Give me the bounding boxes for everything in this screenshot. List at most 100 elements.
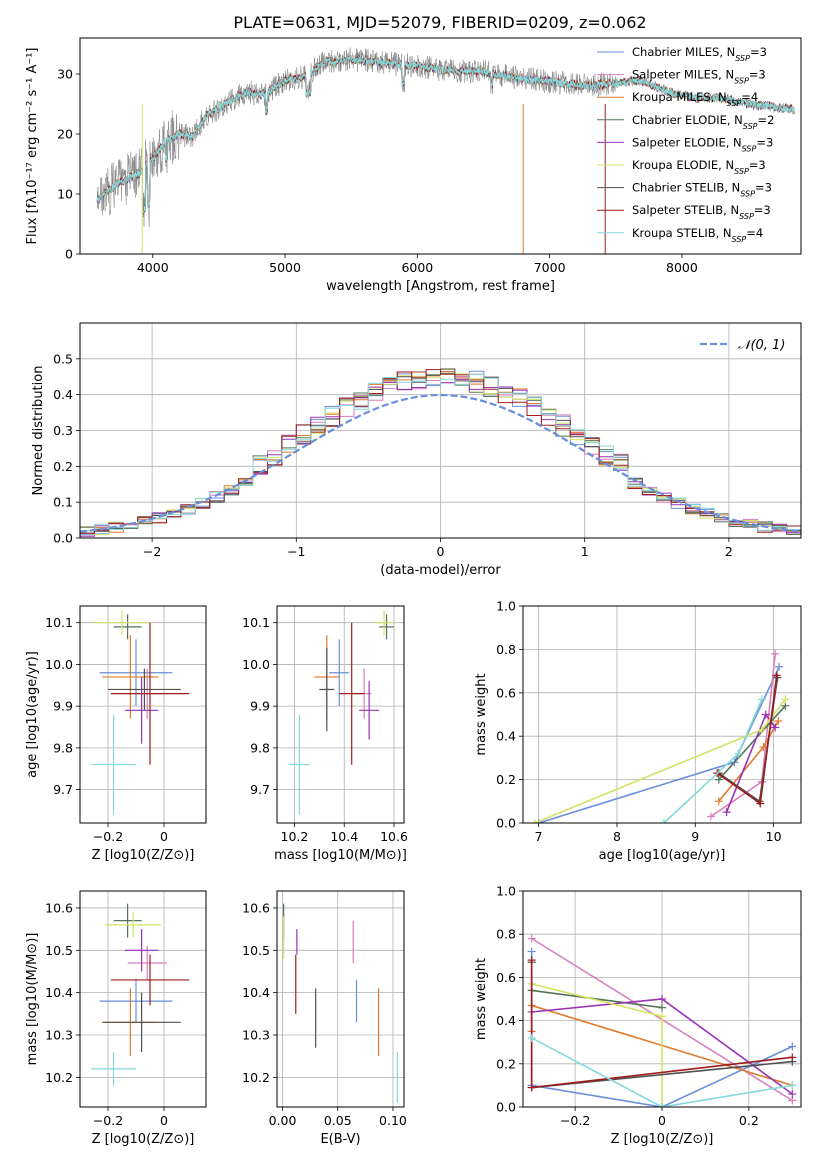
y-tick-label: 20 [57,127,73,142]
x-axis-label: Z [log10(Z/Z⊙)] [92,1132,195,1147]
y-tick-label: 0 [65,247,73,262]
x-tick-label: 8 [613,829,621,844]
y-tick-label: 10.3 [45,1028,73,1043]
axes-frame [79,605,207,824]
weight-marker [788,1053,797,1062]
y-tick-label: 0.8 [496,642,516,657]
y-tick-label: 0.4 [53,387,73,402]
y-tick-label: 10.1 [242,615,270,630]
x-tick-label: 0.2 [739,1113,759,1128]
x-tick-label: 8000 [666,260,698,275]
y-tick-label: 10.0 [45,657,73,672]
legend-entry: Kroupa MILES, NSSP=4 [632,90,758,108]
y-tick-label: 10.4 [45,985,73,1000]
y-tick-label: 0.4 [496,1013,516,1028]
y-axis-label: age [log10(age/yr)] [25,651,40,778]
weight-marker [772,671,781,680]
weight-marker [722,808,731,817]
weight-line-1 [538,666,780,823]
y-tick-label: 1.0 [496,884,516,899]
weight-marker [658,1012,666,1021]
weight-marker [761,710,770,719]
panel-weight-vs-age: 7 8 9 10 0.0 0.2 0.4 0.6 0.8 1.0 age [log10(age/yr… [474,599,802,863]
x-tick-label: −1 [287,544,305,559]
x-tick-label: 0 [160,1113,168,1128]
y-tick-label: 10.1 [45,615,73,630]
weight-line-4 [718,705,786,781]
weight-marker [788,1042,797,1051]
y-tick-label: 0.2 [53,459,73,474]
weight-marker [527,956,536,965]
y-tick-label: 0.0 [53,531,73,546]
x-tick-label: 10.2 [281,829,309,844]
legend-entry: Kroupa ELODIE, NSSP=3 [632,158,766,176]
x-axis-label: E(B-V) [320,1132,360,1147]
y-tick-label: 9.9 [250,699,270,714]
y-axis-label: mass weight [474,673,489,755]
y-tick-label: 0.6 [496,685,516,700]
legend-entry: 𝒩(0, 1) [738,338,785,353]
legend-entry: Chabrier MILES, NSSP=3 [632,45,767,63]
y-tick-label: 0.1 [53,495,73,510]
x-tick-label: −0.2 [560,1113,590,1128]
x-axis-label: mass [log10(M/M⊙)] [274,848,407,863]
weight-vs-age-plot-area [523,606,801,823]
legend-entry: Kroupa STELIB, NSSP=4 [632,226,763,244]
panel-weight-vs-Z: −0.2 0 0.2 0.0 0.2 0.4 0.6 0.8 1.0 Z [log10(Z/Z⊙)… [474,884,802,1147]
legend-entry: Chabrier STELIB, NSSP=3 [632,181,772,199]
y-tick-label: 0.6 [496,970,516,985]
weight-marker [658,995,666,1003]
axes-frame [522,605,802,824]
axes-frame [276,890,405,1108]
y-tick-label: 30 [57,67,73,82]
x-tick-label: 6000 [401,260,433,275]
x-tick-label: 5000 [269,260,301,275]
weight-marker [706,812,715,821]
y-tick-label: 10.3 [242,1028,270,1043]
y-tick-label: 9.9 [53,699,73,714]
weight-marker [756,799,765,808]
panel-age-vs-Z: −0.2 0 9.7 9.8 9.9 10.0 10.1 Z [log10(Z/Z⊙)] age… [25,605,207,863]
weight-marker [527,947,536,956]
y-axis-label: Flux [fλ10⁻¹⁷ erg cm⁻² s⁻¹ A⁻¹] [25,48,40,245]
y-tick-label: 10.6 [242,900,270,915]
age-vs-Z-plot-area [80,606,206,823]
x-tick-label: 0 [437,544,445,559]
y-axis-label: mass weight [474,958,489,1040]
weight-marker [659,819,668,823]
weight-marker [757,695,766,704]
weight-marker [527,934,536,943]
panel-age-vs-mass: 10.2 10.4 10.6 9.7 9.8 9.9 10.0 10.1 mass [log10… [242,605,408,863]
x-axis-label: (data-model)/error [380,563,501,578]
x-axis-label: Z [log10(Z/Z⊙)] [92,848,195,863]
weight-vs-Z-plot-area [523,891,801,1107]
y-tick-label: 0.5 [53,351,73,366]
weight-line-8 [716,675,778,805]
mass-vs-EBV-plot-area [277,891,404,1107]
weight-marker [734,749,743,758]
weight-line-9 [531,1037,793,1107]
x-tick-label: −2 [143,544,161,559]
legend-entry: Chabrier ELODIE, NSSP=2 [632,113,774,131]
y-tick-label: 0.8 [496,927,516,942]
weight-marker [658,1003,666,1012]
residual-histogram-9 [80,374,801,532]
y-tick-label: 0.2 [496,772,516,787]
figure-title: PLATE=0631, MJD=52079, FIBERID=0209, z=0… [233,13,646,32]
axes-frame [276,605,405,824]
x-axis-label: wavelength [Angstrom, rest frame] [326,279,555,294]
y-tick-label: 10.2 [45,1070,73,1085]
y-axis-label: Normed distribution [31,366,46,496]
legend-entry: Salpeter MILES, NSSP=3 [632,68,766,86]
x-tick-label: 10 [766,829,782,844]
x-tick-label: 7 [535,829,543,844]
weight-line-4 [531,989,663,1009]
y-tick-label: 10.2 [242,1070,270,1085]
weight-marker [774,717,783,726]
x-tick-label: 9 [691,829,699,844]
model-spectrum-9 [96,55,795,214]
x-tick-label: −0.2 [93,829,123,844]
residual-histogram-1 [80,370,801,536]
x-tick-label: 4000 [137,260,169,275]
weight-marker [534,819,543,823]
